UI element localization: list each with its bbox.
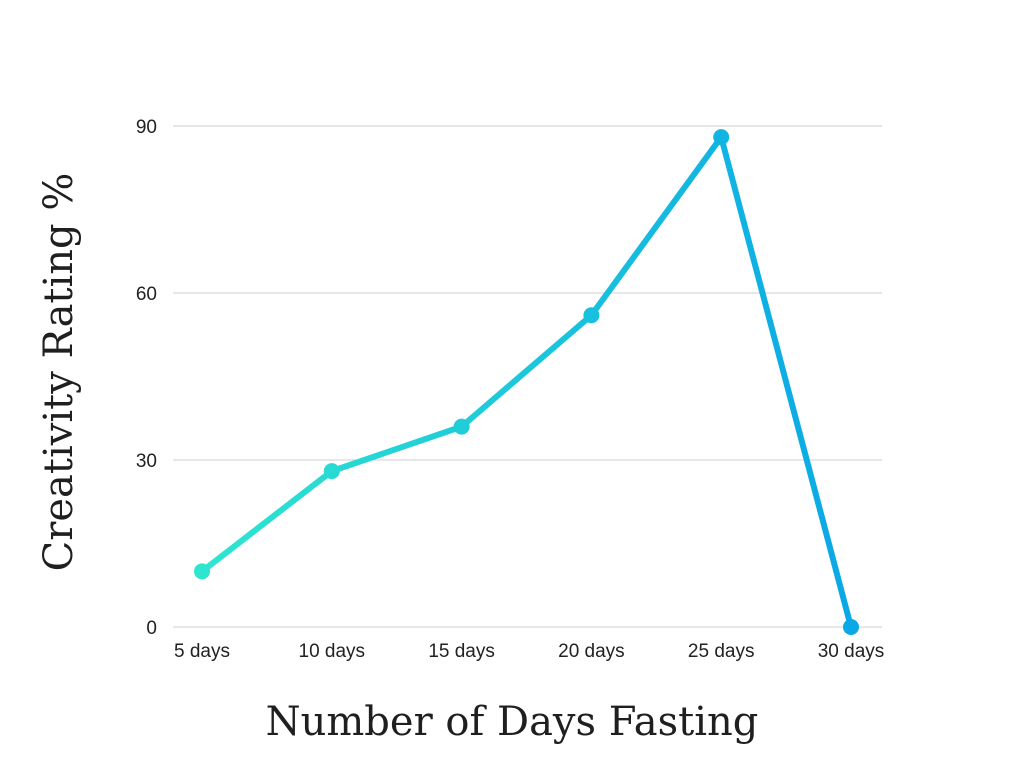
- y-tick-label: 0: [146, 618, 157, 639]
- data-point: [323, 463, 340, 480]
- y-tick-label: 60: [136, 284, 157, 305]
- series-layer: [194, 129, 859, 635]
- x-axis-ticks: 5 days 10 days 15 days 20 days 25 days 30 day…: [174, 641, 884, 662]
- x-tick-label: 15 days: [428, 641, 495, 662]
- y-axis-title: Creativity Rating %: [36, 173, 82, 572]
- data-point: [194, 563, 210, 580]
- x-tick-label: 20 days: [558, 641, 625, 662]
- x-tick-label: 30 days: [818, 641, 885, 662]
- data-point: [453, 418, 470, 435]
- x-axis-title: Number of Days Fasting: [266, 699, 759, 745]
- y-tick-label: 90: [136, 117, 157, 138]
- series-line: [199, 134, 854, 630]
- data-point: [713, 129, 730, 146]
- y-axis-ticks: 0 30 60 90: [136, 117, 157, 639]
- y-tick-label: 30: [136, 451, 157, 472]
- x-tick-label: 25 days: [688, 641, 755, 662]
- data-point: [583, 307, 600, 324]
- x-tick-label: 5 days: [174, 641, 230, 662]
- data-point: [843, 619, 859, 635]
- x-tick-label: 10 days: [299, 641, 366, 662]
- gridlines: [173, 125, 882, 628]
